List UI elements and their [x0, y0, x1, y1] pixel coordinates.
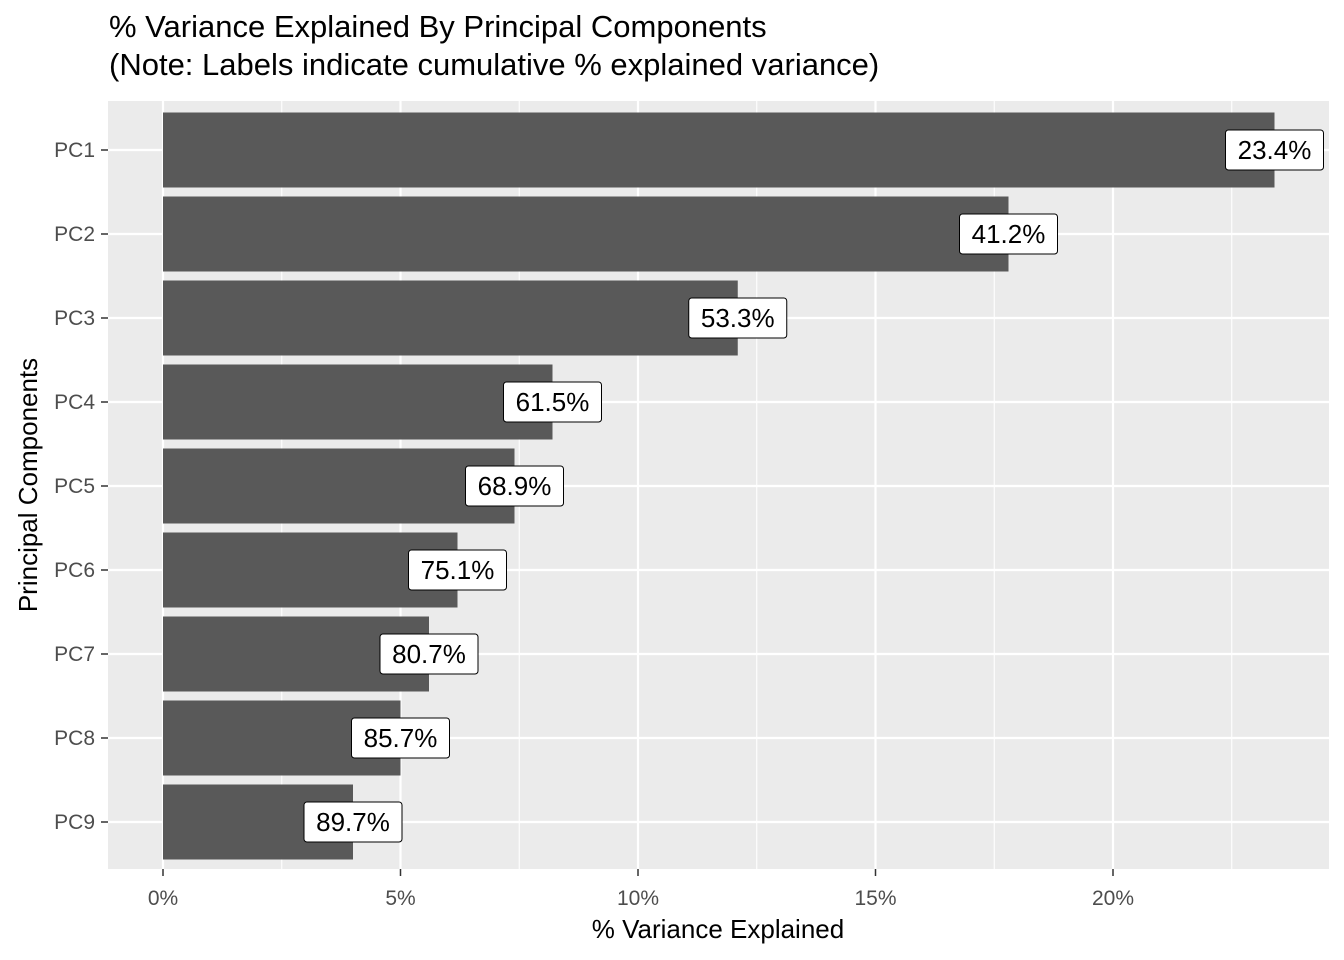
bar-label-box — [351, 717, 450, 759]
bar-label-box — [1225, 129, 1324, 171]
bar-label: 80.7% — [379, 633, 479, 675]
bar-label-text: 41.2% — [972, 219, 1046, 249]
y-tick-label: PC2 — [54, 223, 95, 246]
bar-label-box — [303, 801, 403, 843]
x-tick-label: 20% — [1092, 887, 1134, 910]
x-tick-label: 0% — [148, 887, 178, 910]
bar-label-box — [465, 465, 564, 507]
x-tick-label: 10% — [617, 887, 659, 910]
bar-label-box — [959, 213, 1058, 255]
bar-label-text: 75.1% — [421, 555, 495, 585]
bar-label: 68.9% — [465, 465, 564, 507]
bar-label: 89.7% — [303, 801, 403, 843]
bar-label-box — [503, 381, 602, 423]
bar-label: 75.1% — [408, 549, 507, 591]
y-tick-label: PC8 — [54, 727, 95, 750]
y-axis-title: Principal Components — [13, 358, 43, 612]
bar-label: 61.5% — [503, 381, 602, 423]
bar-label-box — [688, 297, 788, 339]
bar-pc2 — [163, 196, 1009, 272]
bar-label-text: 61.5% — [516, 387, 590, 417]
bar-labels: 23.4% 41.2% 53.3% 61.5% 68.9% 75.1% 80.7% 85.7%… — [303, 129, 1324, 843]
y-tick-label: PC4 — [54, 391, 95, 414]
x-tick-label: 5% — [385, 887, 415, 910]
y-tick-label: PC1 — [54, 139, 95, 162]
bar-label-box — [408, 549, 507, 591]
bar-label-text: 85.7% — [364, 723, 438, 753]
bars — [163, 112, 1275, 860]
x-axis: 0% 5% 10% 15% 20% — [148, 869, 1134, 910]
bar-label-text: 89.7% — [316, 807, 390, 837]
x-axis-title: % Variance Explained — [592, 914, 844, 944]
bar-label-box — [379, 633, 479, 675]
x-tick-label: 15% — [854, 887, 896, 910]
bar-label-text: 80.7% — [392, 639, 466, 669]
bar-label: 23.4% — [1225, 129, 1324, 171]
y-tick-label: PC6 — [54, 559, 95, 582]
y-tick-label: PC3 — [54, 307, 95, 330]
y-tick-label: PC5 — [54, 475, 95, 498]
y-tick-label: PC9 — [54, 811, 95, 834]
bar-pc5 — [163, 448, 515, 524]
bar-label-text: 68.9% — [478, 471, 552, 501]
y-tick-label: PC7 — [54, 643, 95, 666]
bar-label: 41.2% — [959, 213, 1058, 255]
chart-title: % Variance Explained By Principal Compon… — [109, 8, 879, 84]
bar-pc4 — [163, 364, 553, 440]
bar-pc1 — [163, 112, 1275, 188]
title-line: % Variance Explained By Principal Compon… — [109, 9, 767, 44]
bar-label: 85.7% — [351, 717, 450, 759]
y-axis: PC1 PC2 PC3 PC4 PC5 PC6 PC7 PC8 PC9 — [54, 139, 108, 834]
bar-label-text: 23.4% — [1238, 135, 1312, 165]
bar-label-text: 53.3% — [701, 303, 775, 333]
bar-label: 53.3% — [688, 297, 788, 339]
subtitle-line: (Note: Labels indicate cumulative % expl… — [109, 47, 880, 82]
bar-pc3 — [163, 280, 738, 356]
